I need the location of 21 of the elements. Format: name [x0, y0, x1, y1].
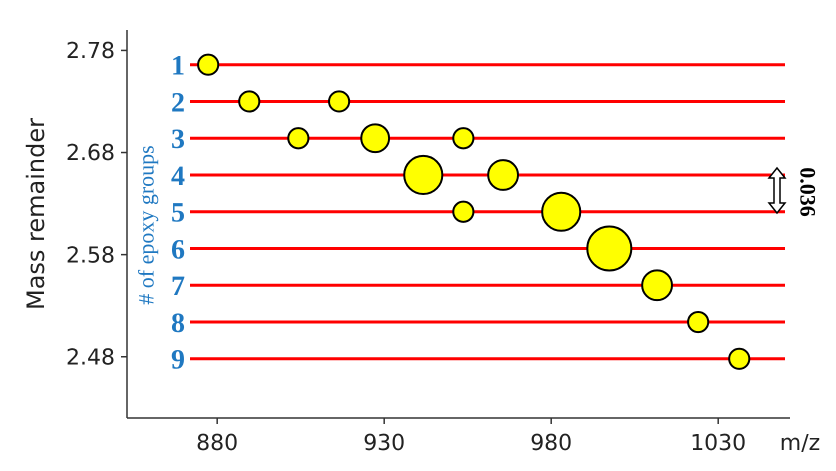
annotation: 3 — [171, 124, 185, 156]
x-tick-label: 930 — [363, 431, 406, 456]
x-tick-label: 980 — [530, 431, 572, 456]
text: 0.036 — [795, 167, 820, 217]
annotation: 8 — [171, 308, 185, 339]
y-tick-label: 2.48 — [66, 345, 115, 370]
annotation: 7 — [171, 271, 185, 302]
x-tick-label: 880 — [196, 431, 238, 456]
annotation: 5 — [171, 198, 185, 229]
annotation: 2 — [171, 87, 185, 118]
x-axis-title: m/z — [780, 431, 820, 456]
annotation: 4 — [171, 160, 185, 192]
annotation: 6 — [171, 234, 185, 266]
x-tick-label: 1030 — [690, 431, 746, 456]
annotation: # of epoxy groups — [134, 145, 159, 305]
y-tick-label: 2.78 — [66, 39, 115, 64]
y-axis-title: Mass remainder — [22, 118, 50, 310]
y-tick-label: 2.58 — [66, 243, 115, 268]
annotation: 9 — [171, 344, 185, 376]
y-tick-label: 2.68 — [66, 141, 115, 166]
annotation: 1 — [171, 50, 185, 82]
